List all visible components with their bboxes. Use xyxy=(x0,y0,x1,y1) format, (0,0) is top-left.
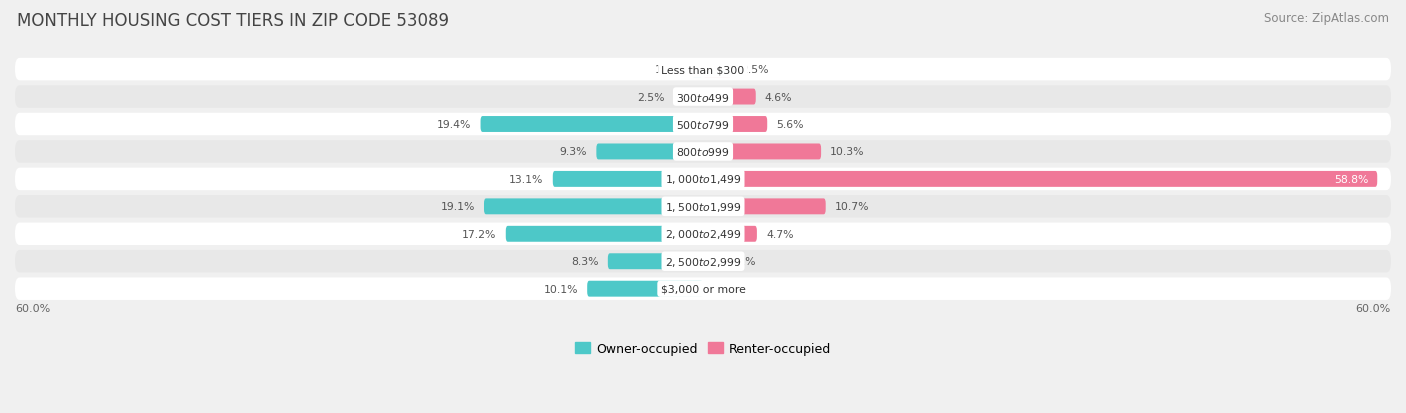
FancyBboxPatch shape xyxy=(15,168,1391,191)
Text: 0.82%: 0.82% xyxy=(721,256,756,267)
FancyBboxPatch shape xyxy=(675,89,703,105)
FancyBboxPatch shape xyxy=(15,278,1391,300)
FancyBboxPatch shape xyxy=(15,250,1391,273)
Text: 10.7%: 10.7% xyxy=(835,202,869,212)
FancyBboxPatch shape xyxy=(703,199,825,215)
Legend: Owner-occupied, Renter-occupied: Owner-occupied, Renter-occupied xyxy=(569,337,837,360)
Text: $500 to $799: $500 to $799 xyxy=(676,119,730,131)
FancyBboxPatch shape xyxy=(703,144,821,160)
FancyBboxPatch shape xyxy=(553,171,703,188)
FancyBboxPatch shape xyxy=(506,226,703,242)
FancyBboxPatch shape xyxy=(703,89,756,105)
Text: $300 to $499: $300 to $499 xyxy=(676,91,730,103)
Text: 58.8%: 58.8% xyxy=(1334,174,1368,185)
Text: $3,000 or more: $3,000 or more xyxy=(661,284,745,294)
Text: 2.5%: 2.5% xyxy=(638,93,665,102)
Text: 4.6%: 4.6% xyxy=(765,93,793,102)
FancyBboxPatch shape xyxy=(15,223,1391,245)
Text: 2.5%: 2.5% xyxy=(741,65,768,75)
FancyBboxPatch shape xyxy=(484,199,703,215)
FancyBboxPatch shape xyxy=(15,59,1391,81)
FancyBboxPatch shape xyxy=(15,141,1391,163)
FancyBboxPatch shape xyxy=(15,86,1391,109)
FancyBboxPatch shape xyxy=(703,62,731,78)
FancyBboxPatch shape xyxy=(481,117,703,133)
FancyBboxPatch shape xyxy=(588,281,703,297)
FancyBboxPatch shape xyxy=(596,144,703,160)
FancyBboxPatch shape xyxy=(15,114,1391,136)
Text: 8.3%: 8.3% xyxy=(571,256,599,267)
FancyBboxPatch shape xyxy=(703,117,768,133)
Text: 60.0%: 60.0% xyxy=(15,304,51,314)
Text: $2,000 to $2,499: $2,000 to $2,499 xyxy=(665,228,741,241)
Text: 10.1%: 10.1% xyxy=(544,284,578,294)
Text: 60.0%: 60.0% xyxy=(1355,304,1391,314)
Text: $800 to $999: $800 to $999 xyxy=(676,146,730,158)
FancyBboxPatch shape xyxy=(703,254,713,270)
FancyBboxPatch shape xyxy=(692,62,703,78)
FancyBboxPatch shape xyxy=(15,196,1391,218)
Text: 1.0%: 1.0% xyxy=(655,65,682,75)
Text: 0.0%: 0.0% xyxy=(713,284,740,294)
Text: Less than $300: Less than $300 xyxy=(661,65,745,75)
FancyBboxPatch shape xyxy=(703,226,756,242)
Text: 19.1%: 19.1% xyxy=(440,202,475,212)
Text: 10.3%: 10.3% xyxy=(831,147,865,157)
FancyBboxPatch shape xyxy=(703,171,1378,188)
FancyBboxPatch shape xyxy=(607,254,703,270)
Text: MONTHLY HOUSING COST TIERS IN ZIP CODE 53089: MONTHLY HOUSING COST TIERS IN ZIP CODE 5… xyxy=(17,12,449,30)
Text: 4.7%: 4.7% xyxy=(766,229,793,239)
Text: $2,500 to $2,999: $2,500 to $2,999 xyxy=(665,255,741,268)
Text: 13.1%: 13.1% xyxy=(509,174,544,185)
Text: 17.2%: 17.2% xyxy=(463,229,496,239)
Text: $1,000 to $1,499: $1,000 to $1,499 xyxy=(665,173,741,186)
Text: $1,500 to $1,999: $1,500 to $1,999 xyxy=(665,200,741,214)
Text: 9.3%: 9.3% xyxy=(560,147,588,157)
Text: 5.6%: 5.6% xyxy=(776,120,804,130)
Text: Source: ZipAtlas.com: Source: ZipAtlas.com xyxy=(1264,12,1389,25)
Text: 19.4%: 19.4% xyxy=(437,120,471,130)
